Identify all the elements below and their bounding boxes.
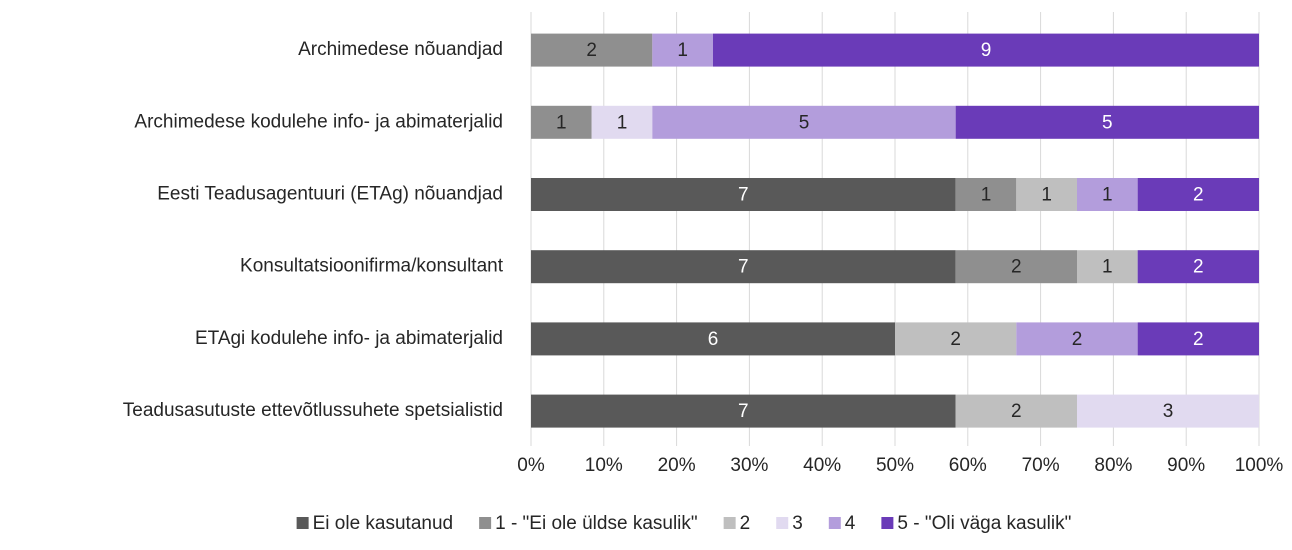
bar-segment bbox=[955, 250, 1077, 284]
legend-swatch bbox=[881, 517, 894, 529]
x-tick-label: 30% bbox=[730, 455, 768, 476]
legend-swatch bbox=[479, 517, 492, 529]
data-label: 1 bbox=[556, 112, 567, 133]
x-tick-label: 50% bbox=[876, 455, 914, 476]
legend-label: Ei ole kasutanud bbox=[313, 513, 454, 534]
bar-segment bbox=[1077, 250, 1138, 284]
legend-label: 1 - "Ei ole üldse kasulik" bbox=[495, 513, 698, 534]
x-tick-label: 20% bbox=[658, 455, 696, 476]
bar-segment bbox=[531, 105, 592, 139]
bar-segment bbox=[531, 250, 956, 284]
bar-segment bbox=[652, 105, 956, 139]
data-label: 5 bbox=[799, 112, 810, 133]
data-label: 2 bbox=[1193, 257, 1204, 278]
bar-segment bbox=[1077, 178, 1138, 211]
legend-label: 4 bbox=[845, 513, 856, 534]
category-label: ETAgi kodulehe info- ja abimaterjalid bbox=[195, 328, 503, 349]
category-label: Archimedese nõuandjad bbox=[298, 39, 503, 60]
data-label: 2 bbox=[586, 40, 597, 61]
x-tick-label: 0% bbox=[517, 455, 545, 476]
data-label: 3 bbox=[1163, 401, 1174, 422]
legend-swatch bbox=[296, 517, 309, 529]
data-label: 2 bbox=[1011, 401, 1022, 422]
bar-segment bbox=[1016, 322, 1138, 356]
legend-label: 5 - "Oli väga kasulik" bbox=[897, 513, 1071, 534]
x-tick-label: 100% bbox=[1235, 455, 1284, 476]
data-label: 2 bbox=[950, 329, 961, 350]
data-label: 1 bbox=[677, 40, 688, 61]
data-label: 5 bbox=[1102, 112, 1113, 133]
data-label: 6 bbox=[708, 329, 719, 350]
legend-swatch bbox=[776, 517, 789, 529]
data-label: 2 bbox=[1072, 329, 1083, 350]
bar-segment bbox=[531, 322, 895, 356]
bar-segment bbox=[531, 178, 956, 211]
bar-segment bbox=[652, 33, 713, 67]
bar-segment bbox=[531, 394, 956, 428]
category-label: Teadusasutuste ettevõtlussuhete spetsial… bbox=[123, 400, 503, 421]
data-label: 7 bbox=[738, 257, 749, 278]
data-label: 2 bbox=[1011, 257, 1022, 278]
data-label: 2 bbox=[1193, 329, 1204, 350]
x-tick-label: 60% bbox=[949, 455, 987, 476]
bar-segment bbox=[531, 33, 653, 67]
bar-segment bbox=[1137, 250, 1259, 284]
data-label: 9 bbox=[981, 40, 992, 61]
x-tick-label: 70% bbox=[1022, 455, 1060, 476]
legend-swatch bbox=[828, 517, 841, 529]
x-tick-label: 90% bbox=[1167, 455, 1205, 476]
legend-label: 2 bbox=[740, 513, 751, 534]
bar-segment bbox=[955, 178, 1017, 211]
data-label: 7 bbox=[738, 185, 749, 206]
legend-swatch bbox=[723, 517, 736, 529]
bar-segment bbox=[1137, 178, 1259, 211]
category-label: Eesti Teadusagentuuri (ETAg) nõuandjad bbox=[157, 184, 503, 205]
data-label: 1 bbox=[617, 112, 628, 133]
category-label: Archimedese kodulehe info- ja abimaterja… bbox=[134, 111, 503, 132]
x-tick-label: 10% bbox=[585, 455, 623, 476]
bar-segment bbox=[713, 33, 1259, 67]
bar-segment bbox=[955, 105, 1259, 139]
bar-segment bbox=[1137, 322, 1259, 356]
bar-segment bbox=[895, 322, 1017, 356]
bar-segment bbox=[955, 394, 1077, 428]
category-label: Konsultatsioonifirma/konsultant bbox=[240, 256, 504, 277]
data-label: 1 bbox=[1041, 185, 1052, 206]
bar-segment bbox=[1077, 394, 1259, 428]
data-label: 7 bbox=[738, 401, 749, 422]
bar-segment bbox=[591, 105, 653, 139]
x-tick-label: 40% bbox=[803, 455, 841, 476]
data-label: 1 bbox=[981, 185, 992, 206]
bar-segment bbox=[1016, 178, 1077, 211]
x-tick-label: 80% bbox=[1094, 455, 1132, 476]
data-label: 1 bbox=[1102, 257, 1113, 278]
legend-label: 3 bbox=[792, 513, 803, 534]
data-label: 2 bbox=[1193, 185, 1204, 206]
data-label: 1 bbox=[1102, 185, 1113, 206]
